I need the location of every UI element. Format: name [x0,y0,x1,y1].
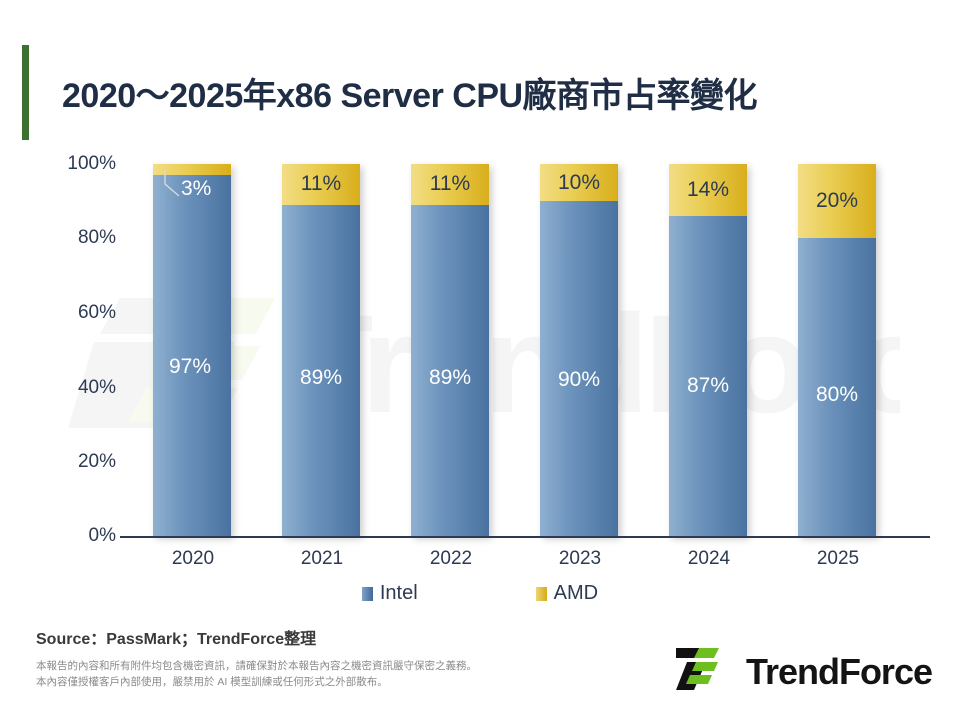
bar-label-amd-2020: 3% [181,177,212,201]
x-tick-2020: 2020 [171,548,215,569]
title-block: 2020～2025年x86 Server CPU廠商市占率變化 [22,45,758,140]
y-tick: 0% [88,525,116,546]
bar-segment-intel-2022[interactable]: 89% [411,204,489,536]
bar-segment-intel-2020[interactable]: 3% 97% [153,175,231,536]
intel-swatch-icon [361,586,373,601]
amd-swatch-icon [535,586,547,601]
x-tick-2022: 2022 [429,548,473,569]
x-tick-2024: 2024 [687,548,731,569]
x-tick-2023: 2023 [558,548,602,569]
bar-label-amd-2023: 10% [557,170,601,194]
y-tick: 20% [77,451,116,472]
trendforce-logo: TrendForce [673,645,933,698]
bar-segment-intel-2021[interactable]: 89% [282,204,360,536]
bar-label-amd-2024: 14% [686,178,730,202]
x-tick-2021: 2021 [300,548,344,569]
bar-segment-amd-2022[interactable]: 11% [411,164,489,205]
y-tick: 80% [77,227,116,248]
trendforce-logo-icon [673,645,735,698]
bar-group-2020[interactable]: 3% 97% [153,164,231,536]
bar-segment-amd-2025[interactable]: 20% [798,164,876,239]
bar-group-2024[interactable]: 14% 87% [669,164,747,536]
source-line: Source：PassMark；TrendForce整理 [36,631,317,648]
legend-label-amd: AMD [553,582,599,604]
bar-segment-intel-2024[interactable]: 87% [669,216,747,536]
bar-group-2021[interactable]: 11% 89% [282,164,360,536]
trendforce-logo-text: TrendForce [745,650,933,692]
bar-segment-amd-2020[interactable] [153,164,231,176]
disclaimer-line-1: 本報告的內容和所有附件均包含機密資訊，請確保對於本報告內容之機密資訊嚴守保密之義… [36,660,477,672]
title-accent-bar [22,45,29,140]
bar-segment-amd-2023[interactable]: 10% [540,164,618,202]
bar-label-intel-2020: 97% [169,354,212,378]
bar-group-2025[interactable]: 20% 80% [798,164,876,536]
plot-area: 3% 97% 11% 89% 11% 89% [126,150,926,536]
bar-label-intel-2025: 80% [815,382,859,406]
chart-canvas: 100% 80% 60% 40% 20% 0% 3% 97% 11% 89% [0,150,960,610]
page-title: 2020～2025年x86 Server CPU廠商市占率變化 [62,77,758,115]
legend-item-amd[interactable]: AMD [535,582,599,605]
x-tick-2025: 2025 [816,548,860,569]
bar-label-intel-2024: 87% [686,373,730,397]
y-tick: 60% [77,302,116,323]
bar-segment-intel-2023[interactable]: 90% [540,201,618,536]
bar-segment-amd-2021[interactable]: 11% [282,164,360,205]
chart-legend: Intel AMD [0,582,960,605]
y-axis: 100% 80% 60% 40% 20% 0% [38,150,116,550]
bar-label-amd-2025: 20% [815,189,859,213]
bar-segment-amd-2024[interactable]: 14% [669,164,747,217]
legend-item-intel[interactable]: Intel [361,582,418,605]
bar-label-amd-2021: 11% [300,172,342,196]
bar-label-intel-2021: 89% [299,365,343,389]
bar-segment-intel-2025[interactable]: 80% [798,238,876,536]
bar-group-2022[interactable]: 11% 89% [411,164,489,536]
bar-group-2023[interactable]: 10% 90% [540,164,618,536]
footer-block: Source：PassMark；TrendForce整理 本報告的內容和所有附件… [36,625,477,691]
bar-label-amd-2022: 11% [429,172,471,196]
bar-label-intel-2023: 90% [557,367,601,391]
y-tick: 100% [67,153,116,174]
disclaimer-line-2: 本內容僅授權客戶內部使用，嚴禁用於 AI 模型訓練或任何形式之外部散布。 [36,676,388,689]
legend-label-intel: Intel [379,582,418,604]
x-axis-line [120,536,930,538]
bar-label-intel-2022: 89% [428,365,472,389]
y-tick: 40% [77,377,116,398]
